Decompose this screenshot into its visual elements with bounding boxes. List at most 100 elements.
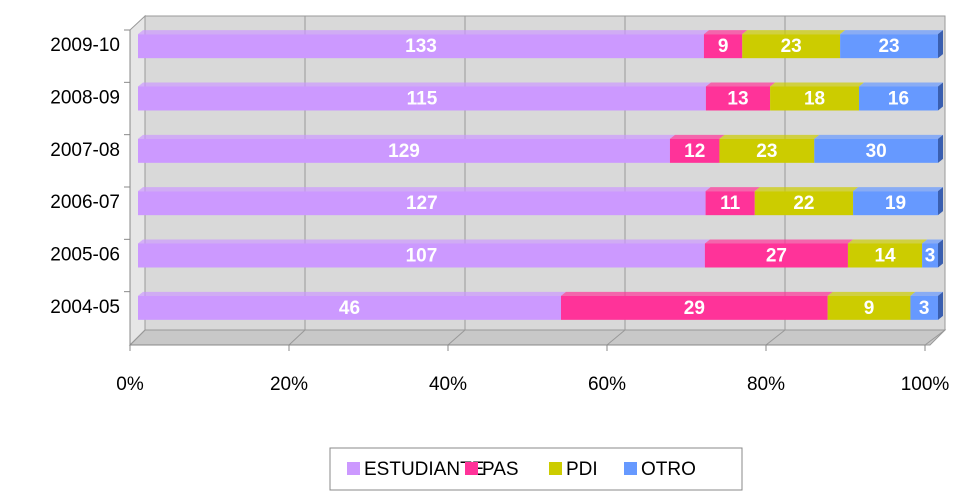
bar-segment [853,191,938,216]
bar-segment [669,138,720,163]
value-label: 13 [727,89,748,110]
value-label: 19 [885,193,906,214]
value-label: 23 [781,36,802,57]
value-label: 3 [919,298,930,319]
x-tick-label: 80% [747,374,785,395]
bar-segment [705,86,771,111]
bar-top [669,134,725,139]
bar-side [938,239,943,268]
bar-side [938,82,943,111]
bar-side [938,30,943,59]
value-label: 127 [406,193,438,214]
legend-label: OTRO [641,459,696,480]
bar-top [827,291,916,296]
bar-segment [742,34,841,59]
y-tick-label: 2005-06 [50,245,120,266]
value-label: 9 [864,298,875,319]
legend-swatch [347,462,360,475]
bar-top [705,82,776,87]
bar-top [840,30,943,35]
value-label: 18 [804,89,825,110]
grid-line [129,16,146,346]
value-label: 12 [684,141,705,162]
value-label: 9 [718,36,729,57]
bar-segment [560,295,828,320]
bar-segment [705,191,755,216]
y-tick-label: 2007-08 [50,140,120,161]
value-label: 23 [756,141,777,162]
x-tick-label: 0% [116,374,144,395]
legend-label: PDI [566,459,598,480]
bar-top [853,187,943,192]
bar-segment [754,191,854,216]
value-label: 133 [405,36,437,57]
bar-segment [858,86,938,111]
legend-swatch [465,462,478,475]
value-label: 27 [766,246,787,267]
y-tick-label: 2008-09 [50,88,120,109]
bar-segment [138,191,706,216]
bar-top [705,187,760,192]
value-label: 46 [339,298,360,319]
bar-segment [138,138,670,163]
bar-top [858,82,943,87]
grid-line [765,16,786,346]
legend-swatch [549,462,562,475]
value-label: 115 [407,89,438,110]
y-tick-label: 2009-10 [50,35,120,56]
bar-top [138,291,566,296]
y-tick-label: 2004-05 [50,297,120,318]
bar-top [703,30,748,35]
bar-top [560,291,833,296]
value-label: 14 [874,246,896,267]
bar-top [742,30,846,35]
bar-top [847,239,928,244]
bar-segment [138,86,706,111]
bar-top [138,82,711,87]
bar-top [719,134,820,139]
bar-segment [138,34,704,59]
value-label: 129 [388,141,420,162]
bar-segment [827,295,911,320]
value-label: 107 [406,246,438,267]
x-tick-label: 40% [429,374,467,395]
legend-label: PAS [482,459,519,480]
value-label: 11 [720,193,741,214]
bar-top [814,134,943,139]
grid-line [288,16,306,346]
x-tick-label: 20% [270,374,308,395]
bar-segment [138,243,705,268]
bar-top [754,187,859,192]
bar-side [938,291,943,320]
grid-line [924,16,946,346]
bar-top [910,291,943,296]
grid-line [606,16,626,346]
bar-segment [770,86,859,111]
floor [128,329,947,346]
bar-top [704,239,853,244]
legend [329,447,743,491]
grid-line [447,16,466,346]
bar-side [938,134,943,163]
bar-top [770,82,864,87]
bar-segment [922,243,938,268]
value-label: 22 [793,193,814,214]
bar-segment [704,243,848,268]
y-tick-label: 2006-07 [50,192,120,213]
bar-top [138,30,709,35]
bar-segment [847,243,923,268]
back-wall [144,15,946,331]
value-label: 3 [925,246,936,267]
bar-segment [719,138,815,163]
bar-segment [814,138,938,163]
value-label: 29 [684,298,705,319]
bar-segment [138,295,561,320]
bar-side [938,187,943,216]
bar-top [138,187,711,192]
value-label: 16 [888,89,909,110]
bar-top [138,239,710,244]
value-label: 23 [878,36,899,57]
legend-swatch [624,462,637,475]
bar-top [138,134,675,139]
